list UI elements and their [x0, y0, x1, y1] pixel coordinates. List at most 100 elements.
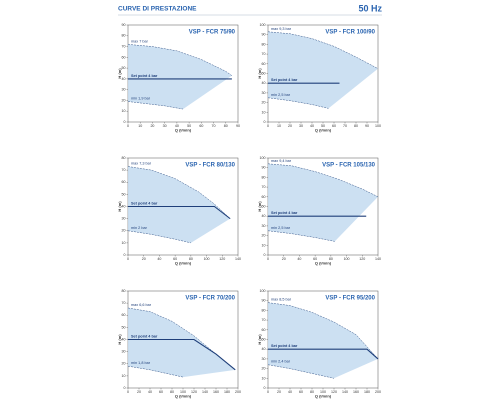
- y-tick-label: 60: [262, 62, 266, 66]
- y-tick-label: 20: [122, 98, 126, 102]
- pump-curve: [267, 302, 379, 360]
- x-tick-label: 10: [138, 124, 142, 128]
- chart: 0 10 20 30 40 50 60 70 80 90 0 10 20 30 40 50 60 70 80 90 Q …: [117, 23, 240, 133]
- chart: 0 10 20 30 40 50 60 70 80 0 20 40 60 80 100 120 140 Q (l/…: [117, 156, 241, 266]
- y-tick-label: 0: [264, 253, 266, 257]
- y-tick-label: 40: [122, 337, 126, 341]
- x-axis-label: Q (l/min): [315, 394, 332, 399]
- chart: 0 10 20 30 40 50 60 70 80 0 20 40 60 80 100 120 140 160 18…: [117, 289, 241, 399]
- y-axis-label: H (m): [257, 201, 262, 212]
- y-axis-label: H (m): [117, 334, 122, 345]
- x-tick-label: 50: [187, 124, 191, 128]
- y-tick-label: 50: [262, 337, 266, 341]
- x-axis-label: Q (l/min): [175, 128, 192, 133]
- operating-area: [128, 166, 231, 243]
- y-tick-label: 30: [262, 357, 266, 361]
- x-tick-label: 60: [199, 124, 203, 128]
- x-tick-label: 140: [375, 257, 381, 261]
- y-tick-label: 40: [262, 81, 266, 85]
- y-tick-label: 0: [124, 386, 126, 390]
- pump-curve: [267, 230, 335, 242]
- x-tick-label: 40: [175, 124, 179, 128]
- y-tick-label: 20: [262, 234, 266, 238]
- x-tick-label: 0: [127, 257, 129, 261]
- x-tick-label: 140: [202, 390, 208, 394]
- y-tick-label: 70: [122, 168, 126, 172]
- x-tick-label: 30: [163, 124, 167, 128]
- y-tick-label: 50: [122, 325, 126, 329]
- chart-title: VSP - FCR 75/90: [189, 30, 236, 36]
- annotation: min 1,9 bar: [131, 97, 151, 101]
- x-tick-label: 40: [297, 257, 301, 261]
- annotation: min 2,5 bar: [271, 226, 291, 230]
- y-tick-label: 40: [122, 77, 126, 81]
- annotation: min 2,5 bar: [271, 93, 291, 97]
- x-tick-label: 60: [299, 390, 303, 394]
- chart-title: VSP - FCR 95/200: [325, 296, 375, 302]
- x-tick-label: 60: [173, 257, 177, 261]
- x-tick-label: 10: [277, 124, 281, 128]
- set-point-line: [128, 338, 236, 371]
- operating-area: [128, 44, 232, 110]
- chart: 0 10 20 30 40 50 60 70 80 90 100 0 20 40 60 80 100 120 140…: [257, 289, 381, 399]
- operating-area: [268, 31, 378, 109]
- set-point-line: [268, 348, 379, 360]
- x-axis-label: Q (l/min): [175, 261, 192, 266]
- set-point-line: [128, 205, 231, 220]
- y-tick-label: 0: [264, 386, 266, 390]
- y-axis-label: H (m): [257, 334, 262, 345]
- y-tick-label: 60: [262, 328, 266, 332]
- y-axis-label: H (m): [117, 68, 122, 79]
- y-tick-label: 80: [122, 34, 126, 38]
- pump-curve: [267, 97, 329, 109]
- y-tick-label: 100: [260, 23, 266, 27]
- annotation: max 7,3 bar: [131, 161, 152, 165]
- x-tick-label: 20: [142, 257, 146, 261]
- x-tick-label: 70: [212, 124, 216, 128]
- operating-area: [268, 163, 378, 242]
- x-tick-label: 60: [159, 390, 163, 394]
- annotation: min 1,8 bar: [131, 361, 151, 365]
- pump-curve: [127, 101, 184, 110]
- x-tick-label: 120: [219, 257, 225, 261]
- x-tick-label: 20: [137, 390, 141, 394]
- y-tick-label: 80: [122, 156, 126, 160]
- x-tick-label: 90: [365, 124, 369, 128]
- y-tick-label: 20: [122, 362, 126, 366]
- y-tick-label: 30: [122, 88, 126, 92]
- y-tick-label: 40: [262, 214, 266, 218]
- x-tick-label: 80: [329, 257, 333, 261]
- chart-title: VSP - FCR 100/90: [325, 30, 375, 36]
- annotation: max 8,5 bar: [271, 298, 292, 302]
- x-tick-label: 180: [224, 390, 230, 394]
- y-tick-label: 30: [122, 350, 126, 354]
- annotation: max 6,6 bar: [131, 303, 152, 307]
- y-tick-label: 10: [262, 376, 266, 380]
- y-tick-label: 0: [124, 120, 126, 124]
- x-tick-label: 30: [299, 124, 303, 128]
- x-tick-label: 40: [148, 390, 152, 394]
- x-tick-label: 60: [313, 257, 317, 261]
- y-tick-label: 90: [262, 299, 266, 303]
- annotation: max 9,4 bar: [271, 159, 292, 163]
- x-tick-label: 160: [213, 390, 219, 394]
- y-tick-label: 60: [122, 313, 126, 317]
- y-tick-label: 30: [262, 224, 266, 228]
- annotation: Set point 4 bar: [271, 344, 298, 348]
- y-tick-label: 70: [262, 52, 266, 56]
- annotation: max 9,3 bar: [271, 27, 292, 31]
- x-tick-label: 90: [236, 124, 240, 128]
- y-tick-label: 80: [262, 308, 266, 312]
- y-tick-label: 10: [122, 109, 126, 113]
- y-tick-label: 50: [122, 66, 126, 70]
- y-tick-label: 10: [262, 243, 266, 247]
- annotation: min 2,4 bar: [271, 360, 291, 364]
- x-tick-label: 100: [204, 257, 210, 261]
- y-tick-label: 10: [262, 110, 266, 114]
- x-tick-label: 0: [127, 390, 129, 394]
- x-tick-label: 70: [343, 124, 347, 128]
- x-tick-label: 140: [342, 390, 348, 394]
- x-tick-label: 200: [375, 390, 381, 394]
- x-tick-label: 50: [321, 124, 325, 128]
- x-tick-label: 80: [224, 124, 228, 128]
